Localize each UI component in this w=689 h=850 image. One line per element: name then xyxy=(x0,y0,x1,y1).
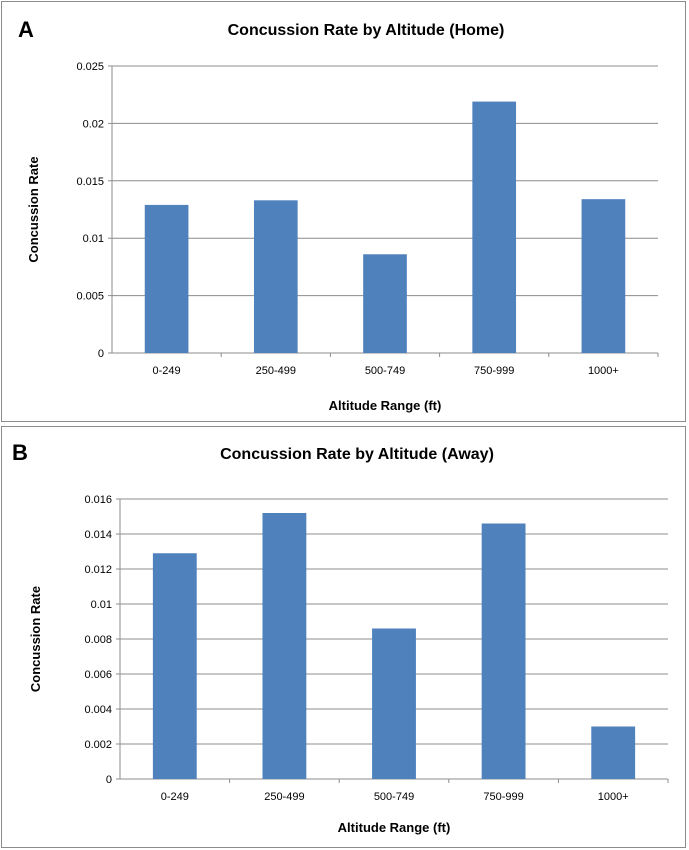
x-tick-label: 500-749 xyxy=(365,365,405,377)
bar-0-249 xyxy=(144,204,189,353)
y-tick-label: 0.005 xyxy=(76,291,104,303)
bar-250-499 xyxy=(253,200,298,353)
y-axis-title: Concussion Rate xyxy=(26,156,41,262)
bar-250-499 xyxy=(262,513,307,779)
y-tick-label: 0 xyxy=(106,774,112,786)
x-axis-title: Altitude Range (ft) xyxy=(338,820,451,835)
y-tick-label: 0.006 xyxy=(84,669,112,681)
x-tick-label: 750-999 xyxy=(483,791,523,803)
y-tick-label: 0 xyxy=(98,348,104,360)
x-tick-label: 500-749 xyxy=(374,791,414,803)
y-tick-label: 0.01 xyxy=(91,599,112,611)
chart-panel-a: A Concussion Rate by Altitude (Home) 0 0.00… xyxy=(1,1,686,422)
panel-label: A xyxy=(18,17,34,42)
bar-750-999 xyxy=(472,101,517,353)
x-tick-label: 0-249 xyxy=(161,791,189,803)
y-tick-label: 0.025 xyxy=(76,61,104,73)
x-tick-label: 250-499 xyxy=(256,365,296,377)
y-tick-label: 0.02 xyxy=(83,118,104,130)
y-tick-label: 0.014 xyxy=(84,529,112,541)
y-tick-label: 0.015 xyxy=(76,176,104,188)
x-tick-label: 750-999 xyxy=(474,365,514,377)
chart-a-svg: A Concussion Rate by Altitude (Home) 0 0.00… xyxy=(18,17,659,413)
chart-b-svg: B Concussion Rate by Altitude (Away) 0 0.00… xyxy=(12,440,669,835)
x-axis-title: Altitude Range (ft) xyxy=(329,398,442,413)
panel-label: B xyxy=(12,440,28,465)
y-tick-label: 0.008 xyxy=(84,634,112,646)
x-tick-label: 1000+ xyxy=(598,791,629,803)
chart-title: Concussion Rate by Altitude (Away) xyxy=(220,446,494,463)
y-tick-label: 0.002 xyxy=(84,739,112,751)
y-tick-label: 0.016 xyxy=(84,494,112,506)
x-tick-label: 0-249 xyxy=(153,365,181,377)
chart-panel-b: B Concussion Rate by Altitude (Away) 0 0.00… xyxy=(1,426,686,848)
x-tick-label: 250-499 xyxy=(264,791,304,803)
bar-750-999 xyxy=(481,523,526,779)
bar-500-749 xyxy=(372,628,416,779)
bar-1000+ xyxy=(591,726,636,779)
chart-title: Concussion Rate by Altitude (Home) xyxy=(228,22,505,39)
x-tick-label: 1000+ xyxy=(588,365,619,377)
y-tick-label: 0.004 xyxy=(84,704,112,716)
y-tick-label: 0.01 xyxy=(83,233,104,245)
bar-500-749 xyxy=(363,254,407,353)
y-axis-title: Concussion Rate xyxy=(28,586,43,692)
bar-1000+ xyxy=(581,199,626,353)
bar-0-249 xyxy=(152,553,197,779)
y-tick-label: 0.012 xyxy=(84,564,112,576)
